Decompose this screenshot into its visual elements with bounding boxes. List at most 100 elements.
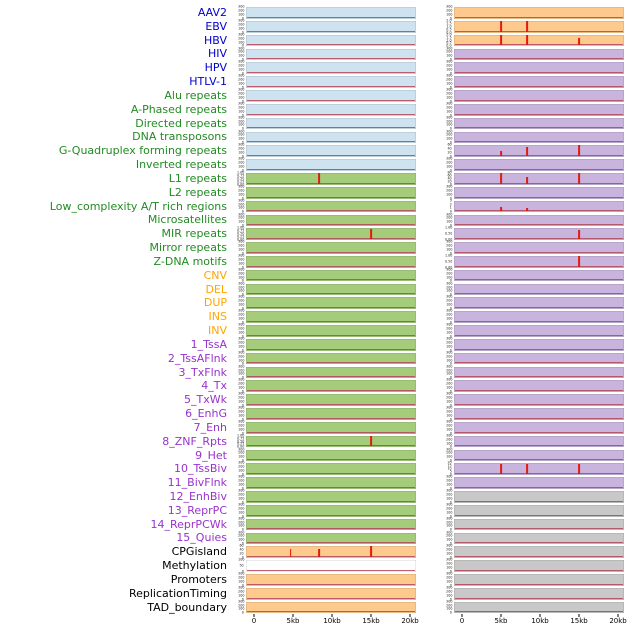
y-tick-label: 100	[445, 399, 452, 404]
x-tick-label: 5kb	[494, 617, 508, 626]
y-tick-label: 0	[241, 348, 244, 353]
track-label: 14_ReprPCWk	[150, 517, 227, 531]
y-tick-label: 0	[241, 127, 244, 132]
track-plot-left	[246, 352, 416, 365]
y-tick-label: 300	[445, 60, 452, 65]
y-tick-label: 200	[445, 368, 452, 373]
track-plot-right	[454, 338, 624, 351]
y-axis-right: 300 200 100 0	[438, 336, 454, 353]
signal-baseline	[455, 403, 623, 405]
signal-baseline	[247, 210, 415, 212]
y-tick-label: 200	[445, 133, 452, 138]
y-tick-label: 100	[237, 579, 244, 584]
y-tick-label: 5	[449, 469, 452, 474]
y-tick-label: 0	[449, 611, 452, 615]
y-axis-right: 300 200 100 0	[438, 88, 454, 103]
y-tick-label: 0	[449, 597, 452, 602]
y-tick-label: 0	[449, 362, 452, 367]
track-row: 5_TxWk 300 200 100 0 300 200 100 0	[2, 392, 630, 407]
track-label: 10_TssBiv	[174, 462, 227, 476]
y-tick-label: 300	[237, 461, 244, 466]
y-tick-label: 100	[445, 109, 452, 114]
track-label: Methylation	[162, 559, 227, 573]
y-axis-right: 300 200 100 0	[438, 130, 454, 145]
track-label: A-Phased repeats	[130, 102, 227, 116]
y-tick-label: 200	[237, 506, 244, 511]
y-axis-left: 300 200 100 0	[230, 185, 246, 200]
track-plot-left	[246, 491, 416, 503]
y-axis-left: 300 200 100 0	[230, 282, 246, 297]
y-tick-label: 300	[237, 378, 244, 383]
signal-baseline	[247, 155, 415, 157]
track-label: DUP	[203, 296, 227, 310]
y-tick-label: 100	[237, 164, 244, 169]
y-axis-right: 300 200 100 0	[438, 420, 454, 435]
signal-baseline	[455, 334, 623, 336]
y-tick-label: 200	[237, 534, 244, 539]
track-row: HTLV-1 300 200 100 0 300 200 100 0	[2, 74, 630, 89]
y-tick-label: 200	[237, 409, 244, 414]
axis-spacer	[416, 614, 438, 628]
y-axis-right: 300 200 100 0	[438, 558, 454, 573]
y-tick-label: 0	[449, 348, 452, 353]
y-tick-label: 300	[445, 350, 452, 355]
signal-baseline	[247, 542, 415, 544]
track-plot-right	[454, 477, 624, 489]
y-tick-label: 20	[447, 461, 452, 466]
y-tick-label: 0	[241, 113, 244, 118]
y-tick-label: 100	[237, 455, 244, 459]
signal-baseline	[247, 72, 415, 74]
track-label: 11_BivFlnk	[167, 476, 227, 490]
track-row: INV 300 200 100 0 300 200 100 0	[2, 323, 630, 338]
track-plot-left	[246, 435, 416, 448]
y-axis-right: 300 200 100 0	[438, 5, 454, 20]
track-plot-right	[454, 380, 624, 393]
signal-baseline	[455, 279, 623, 281]
signal-spike	[370, 545, 372, 558]
y-tick-label: 1.0	[446, 24, 452, 29]
track-row: Alu repeats 300 200 100 0 300 200 100 0	[2, 88, 630, 103]
signal-spike	[500, 20, 502, 32]
y-tick-label: 300	[445, 184, 452, 189]
signal-baseline	[455, 597, 623, 599]
y-tick-label: 300	[445, 336, 452, 341]
y-axis-left: 300 200 100 0	[230, 572, 246, 587]
y-axis-left: 300 200 100 0	[230, 268, 246, 283]
y-tick-label: 300	[237, 350, 244, 355]
signal-spike	[500, 464, 502, 475]
y-tick-label: 300	[445, 74, 452, 78]
y-tick-label: 300	[237, 530, 244, 535]
x-tick-label: 20kb	[609, 617, 627, 626]
track-label: 4_Tx	[201, 379, 227, 393]
y-axis-left: 300 200 100 0	[230, 102, 246, 118]
x-axis-right: 0 5kb 10kb 15kb 20kb	[454, 614, 627, 628]
y-axis-right: 300 200 100 0	[438, 47, 454, 62]
signal-baseline	[455, 362, 623, 364]
track-plot-left	[246, 117, 416, 130]
signal-baseline	[247, 320, 415, 322]
column-gap	[416, 462, 438, 476]
track-plot-right	[454, 117, 624, 130]
track-label: 7_Enh	[193, 420, 227, 434]
y-tick-label: 60	[447, 143, 452, 148]
y-tick-label: 300	[237, 239, 244, 244]
y-axis-left: 300 200 100 0	[230, 296, 246, 311]
y-axis-right: 300 200 100 0	[438, 434, 454, 449]
y-tick-label: 2.0	[446, 32, 452, 37]
y-tick-label: 200	[237, 91, 244, 96]
track-row: Z-DNA motifs 300 200 100 0 1.00 0.50 0.00	[2, 254, 630, 269]
track-row: HIV 300 200 100 0 300 200 100 0	[2, 47, 630, 62]
y-tick-label: 300	[237, 18, 244, 23]
y-axis-left: 300 200 100 0	[230, 350, 246, 366]
y-tick-label: 0	[449, 528, 452, 533]
y-tick-label: 200	[237, 395, 244, 400]
track-label: 12_EnhBiv	[169, 489, 227, 503]
y-tick-label: 200	[445, 243, 452, 248]
y-tick-label: 100	[237, 54, 244, 58]
y-tick-label: 0	[241, 597, 244, 602]
y-tick-label: 0.00	[444, 237, 452, 242]
track-plot-left	[246, 173, 416, 185]
y-tick-label: 200	[237, 257, 244, 262]
y-tick-label: 200	[445, 312, 452, 317]
y-axis-right: 300 200 100 0	[438, 296, 454, 311]
